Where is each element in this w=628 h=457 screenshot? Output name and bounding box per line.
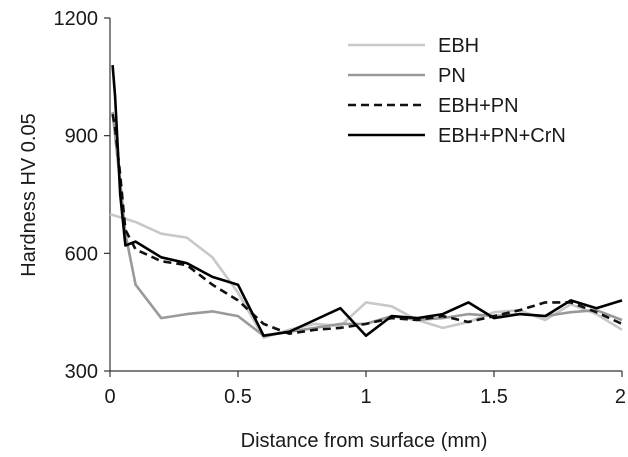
y-tick-label: 900 bbox=[65, 126, 98, 148]
series-line-ebh-pn bbox=[111, 113, 623, 336]
y-axis-label: Hardness HV 0.05 bbox=[18, 113, 40, 276]
x-tick-label: 0 bbox=[104, 386, 115, 408]
y-tick-label: 600 bbox=[65, 243, 98, 265]
legend-label: EBH+PN bbox=[438, 95, 519, 117]
legend-label: PN bbox=[438, 65, 466, 87]
x-axis-label: Distance from surface (mm) bbox=[241, 430, 488, 452]
series-line-ebh-pn-crn bbox=[111, 64, 623, 338]
x-tick-label: 0.5 bbox=[224, 386, 252, 408]
chart-axes bbox=[109, 18, 622, 372]
legend-label: EBH bbox=[438, 35, 479, 57]
x-tick-label: 1 bbox=[360, 386, 371, 408]
y-tick-label: 300 bbox=[65, 361, 98, 383]
y-tick-label: 1200 bbox=[54, 8, 99, 30]
series-line-ebh bbox=[109, 212, 623, 340]
chart-series bbox=[109, 64, 623, 340]
chart-legend: EBH PN EBH+PN EBH+PN+CrN bbox=[348, 35, 566, 147]
x-tick-label: 1.5 bbox=[480, 386, 508, 408]
legend-label: EBH+PN+CrN bbox=[438, 125, 566, 147]
x-tick-label: 2 bbox=[615, 386, 626, 408]
chart-ticks: 300 600 900 1200 0 0.5 1 1.5 2 bbox=[54, 8, 627, 408]
